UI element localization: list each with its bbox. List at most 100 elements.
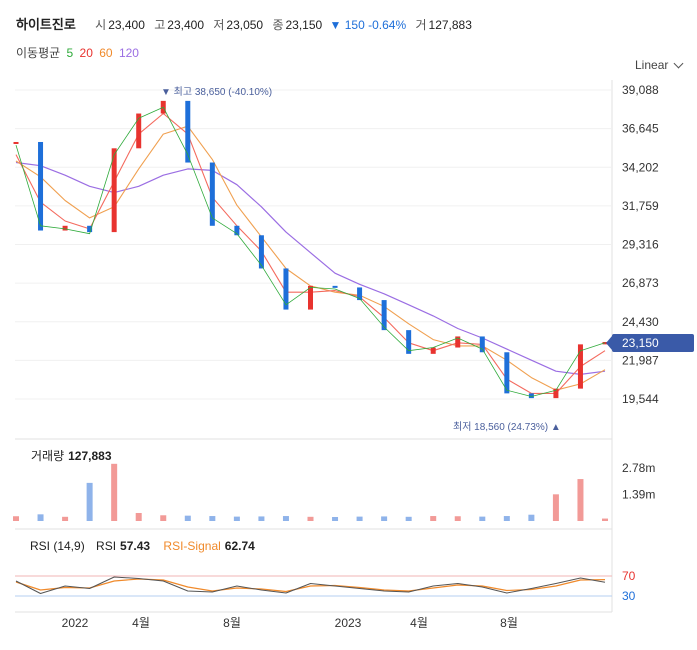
price-mark [357,287,363,301]
close-label: 종 [272,18,284,32]
price-mark [553,388,559,399]
change-value: ▼ 150 -0.64% [329,18,407,32]
y-tick-label: 31,759 [622,199,659,213]
volume-bar [184,515,191,521]
low-annotation: 최저 18,560 (24.73%) ▲ [453,421,561,433]
y-tick-label: 36,645 [622,122,659,136]
high-value: 23,400 [167,18,204,32]
rsi-level-30-label: 30 [622,589,636,603]
volume-y-tick: 2.78m [622,461,655,475]
y-tick-label: 24,430 [622,315,659,329]
volume-bar [577,479,584,521]
open-label: 시 [95,18,107,32]
price-mark [577,344,583,389]
price-mark [234,225,240,236]
rsi-line [15,576,606,594]
volume-bar [62,516,69,521]
volume-bar [13,516,19,521]
volume-bar [135,512,142,521]
ma60-line [15,125,606,391]
volume-bar [405,516,412,521]
rsi-signal-line [15,578,606,593]
price-mark [528,393,534,399]
volume-bar [454,516,461,521]
ma-legend[interactable]: 이동평균 5 20 60 120 [16,44,139,61]
volume-bar [209,516,216,521]
rsi-panel-label: RSI (14,9) [30,539,85,553]
volume-bar [503,516,510,521]
price-mark [504,352,510,394]
volume-bar [282,516,289,521]
open-value: 23,400 [108,18,145,32]
volume-bar [356,516,363,521]
volume-bar [332,516,339,521]
price-mark [406,330,412,354]
low-label: 저 [213,18,225,32]
price-mark [332,285,338,288]
price-mark [136,113,142,149]
price-mark [38,141,44,231]
volume-bar [86,482,93,521]
x-tick-label: 2022 [62,616,89,630]
rsi-panel-title: RSI (14,9) RSI 57.43 RSI-Signal 62.74 [30,539,265,553]
volume-bar [160,515,167,521]
volume-bar [37,514,44,521]
volume-panel-title: 거래량 127,883 [31,447,112,464]
volume-y-tick: 1.39m [622,488,655,502]
price-tag-arrow [606,336,612,350]
volume-bar [430,516,437,521]
volume-bar [233,516,240,521]
price-mark [62,225,68,231]
price-mark [381,300,387,331]
volume-bar [258,516,265,521]
ma5-line [15,106,606,397]
volume-panel-label: 거래량 [31,449,65,463]
x-tick-label: 4월 [410,616,428,630]
y-tick-label: 26,873 [622,276,659,290]
price-tag: 23,150 [622,336,659,350]
price-tag-bg [612,334,694,352]
volume-label: 거 [415,18,427,32]
y-tick-label: 19,544 [622,392,659,406]
ma120-label[interactable]: 120 [118,46,139,60]
price-mark [209,162,215,226]
rsi-signal-label: RSI-Signal [163,539,221,553]
volume-bar [307,516,314,521]
price-mark [111,148,117,233]
x-tick-label: 8월 [223,616,241,630]
volume-bar [479,516,486,521]
price-mark [87,225,93,233]
volume-bar [381,516,388,521]
y-tick-label: 34,202 [622,160,659,174]
low-value: 23,050 [226,18,264,32]
x-tick-label: 2023 [335,616,362,630]
quote-header: 하이트진로 시 23,400 고 23,400 저 23,050 종 23,150 ▼ … [16,14,472,33]
scale-select[interactable]: Linear [635,58,669,72]
x-tick-label: 8월 [500,616,518,630]
ma20-label[interactable]: 20 [79,46,93,60]
price-mark [13,141,19,144]
ma120-line [15,161,606,375]
high-annotation: ▼ 최고 38,650 (-40.10%) [161,86,272,98]
ma5-label[interactable]: 5 [66,46,74,60]
volume-bar [111,463,118,521]
price-mark [185,100,191,163]
y-tick-label: 39,088 [622,83,659,97]
volume-bar [602,518,608,521]
price-mark [479,336,485,353]
ma-legend-label: 이동평균 [16,46,61,60]
price-mark [455,336,461,348]
rsi-signal-value: 62.74 [224,539,255,553]
volume-value: 127,883 [428,18,472,32]
price-mark [283,268,289,310]
volume-bar [528,514,535,521]
stock-name: 하이트진로 [16,17,76,32]
volume-panel-value: 127,883 [68,449,112,463]
price-mark [258,235,264,269]
rsi-level-70-label: 70 [622,569,636,583]
rsi-label: RSI [96,539,117,553]
ma60-label[interactable]: 60 [99,46,113,60]
x-tick-label: 4월 [132,616,150,630]
high-label: 고 [154,18,166,32]
